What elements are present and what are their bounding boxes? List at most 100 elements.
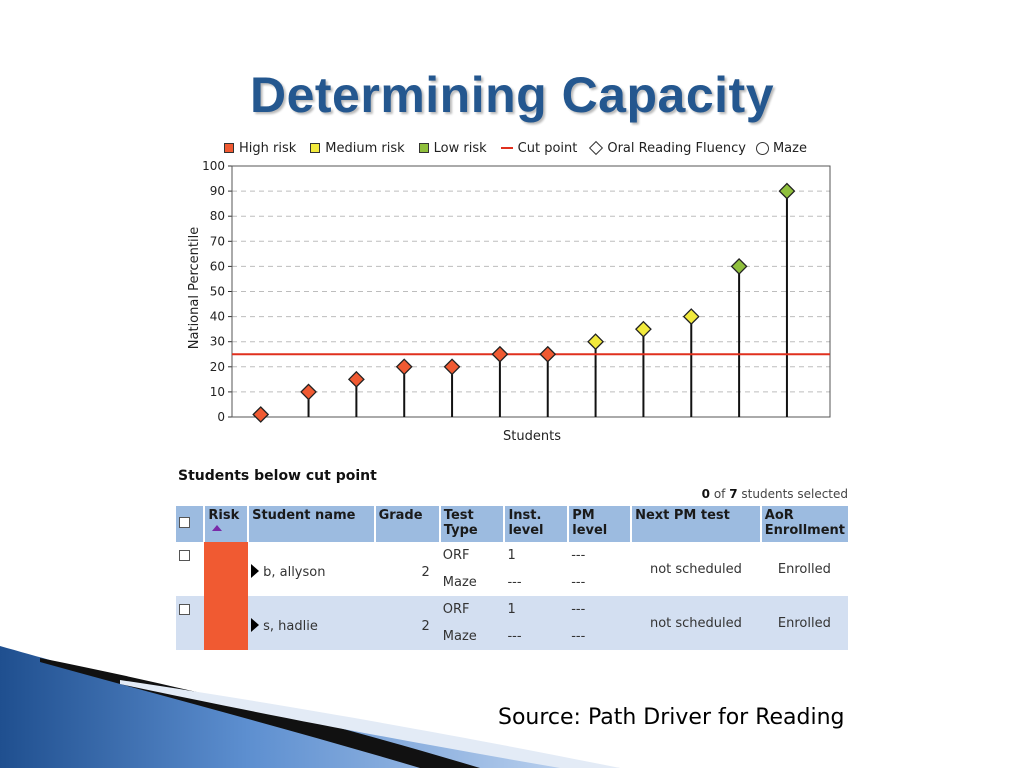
cut-point-line-swatch [500,147,513,149]
slide-title: Determining Capacity [249,67,774,123]
next-pm-test-header[interactable]: Next PM test [631,506,762,542]
data-point-diamond [347,370,365,388]
legend-item-orf: Oral Reading Fluency [589,140,746,156]
y-tick-label: 30 [210,335,225,349]
risk-header-label: Risk [208,508,240,523]
grade-header[interactable]: Grade [374,506,441,542]
inst-level-header[interactable]: Inst. level [504,506,570,542]
legend-label: Low risk [433,140,487,156]
inst-level: 1 [507,602,516,617]
test-type: Maze [442,575,477,590]
student-name-header-label: Student name [252,508,356,523]
y-tick-label: 100 [202,159,225,173]
test-type-header-label: Test Type [443,508,478,538]
selected-count: 0 of 7 students selected [600,487,848,501]
select-all-header [176,506,206,542]
expand-triangle-icon[interactable] [251,564,260,578]
y-tick-label: 50 [210,285,225,299]
test-type: ORF [442,602,470,617]
legend-item-maze: Maze [755,141,807,156]
circle-icon [755,141,769,155]
grade-cell: 2 [374,596,440,650]
chart-stems [259,191,788,417]
next-pm-test-cell: not scheduled [631,542,761,596]
pm-level-header[interactable]: PM level [568,506,633,542]
inst-level: --- [507,575,522,590]
data-point-diamond [443,358,461,376]
y-tick-label: 60 [210,259,225,273]
data-point-diamond [635,320,652,338]
percentile-chart: 0 10 20 30 40 50 60 70 80 90 100 National Percenti… [187,159,831,444]
row-select-cell [176,542,205,596]
test-type-cell: ORF Maze [439,596,505,650]
students-table: Risk Student name Grade Test Type Inst. … [176,506,848,650]
pm-level-header-label: PM level [572,508,608,538]
y-tick-label: 0 [217,410,225,424]
risk-indicator [204,596,249,650]
y-tick-label: 10 [210,385,225,399]
risk-indicator [204,542,249,596]
x-axis-label: Students [503,429,561,444]
decorative-swoosh [0,646,620,768]
inst-level-cell: 1 --- [504,596,569,650]
data-point-diamond [587,333,605,351]
row-checkbox[interactable] [179,604,190,615]
legend-label: High risk [239,140,297,156]
table-row: b, allyson 2 ORF Maze 1 --- --- --- not … [176,542,848,596]
table-title: Students below cut point [178,468,377,484]
pm-level: --- [571,548,586,563]
y-axis-label: National Percentile [187,227,202,349]
aor-enrollment-header-label: AoR Enrollment [764,508,846,538]
table-header-row: Risk Student name Grade Test Type Inst. … [176,506,848,542]
legend-label: Medium risk [325,140,405,156]
diamond-icon [589,140,604,156]
aor-enrollment-header[interactable]: AoR Enrollment [760,506,848,542]
student-name-cell[interactable]: b, allyson [248,542,375,596]
inst-level-cell: 1 --- [504,542,569,596]
student-name-cell[interactable]: s, hadlie [248,596,375,650]
enrollment-cell: Enrolled [760,596,848,650]
y-tick-label: 70 [210,234,225,248]
source-caption: Source: Path Driver for Reading [498,705,845,730]
data-point-diamond [395,358,413,376]
data-point-diamond [491,345,509,363]
selected-suffix: students selected [741,487,848,501]
pm-level-cell: --- --- [568,542,632,596]
legend-item-cut-point: Cut point [500,141,577,156]
expand-triangle-icon[interactable] [251,618,260,632]
legend-label: Oral Reading Fluency [607,140,746,156]
legend-item-medium-risk: Medium risk [310,140,405,156]
selected-count-value: 0 [701,487,710,501]
data-point-diamond [252,406,270,423]
data-point-diamond [730,257,748,275]
data-point-diamond [778,182,796,200]
y-tick-label: 40 [210,310,225,324]
selected-of: of [713,487,726,501]
enrollment-cell: Enrolled [760,542,848,596]
legend-item-high-risk: High risk [224,141,296,156]
student-name: s, hadlie [263,619,318,634]
sort-ascending-icon [212,525,223,531]
data-point-diamond [300,383,317,401]
select-all-checkbox[interactable] [179,517,190,528]
chart-grid [232,190,830,393]
risk-header[interactable]: Risk [204,506,250,542]
test-type-cell: ORF Maze [439,542,505,596]
medium-risk-swatch [310,143,321,153]
row-checkbox[interactable] [179,550,190,561]
pm-level: --- [571,602,586,617]
low-risk-swatch [418,143,429,153]
test-type: ORF [442,548,470,563]
chart-axes: 0 10 20 30 40 50 60 70 80 90 100 [202,159,831,424]
student-name-header[interactable]: Student name [248,506,376,542]
plot-frame [231,165,831,418]
test-type-header[interactable]: Test Type [439,506,506,542]
pm-level: --- [571,575,586,590]
y-tick-label: 80 [210,209,225,223]
inst-level: --- [507,629,522,644]
grade-header-label: Grade [378,508,423,523]
chart-markers [252,182,796,423]
chart-legend: High risk Medium risk Low risk Cut point… [224,139,807,157]
selected-total-value: 7 [729,487,738,501]
swoosh-light [120,680,620,768]
